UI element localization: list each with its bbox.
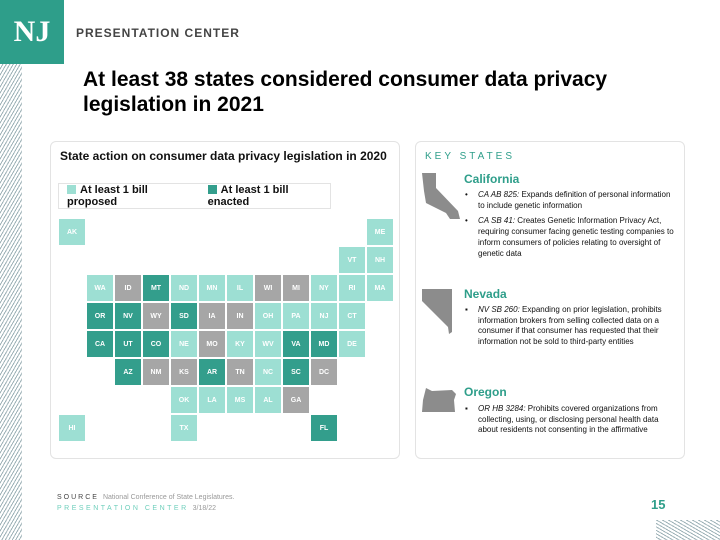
key-states-card: KEY STATES California CA AB 825: Expands… [415,141,685,459]
legend-item-enacted: At least 1 bill enacted [207,184,289,208]
tile-ok: OK [171,387,197,413]
oregon-shape-icon [422,388,456,412]
tile-mn: MN [199,275,225,301]
tile-mi: MI [283,275,309,301]
decorative-hatch [656,520,720,540]
map-card: State action on consumer data privacy le… [50,141,400,459]
tile-sc: SC [283,359,309,385]
tile-ma: MA [367,275,393,301]
tile-pa: PA [283,303,309,329]
tile-nj: NJ [311,303,337,329]
page-number: 15 [651,497,666,512]
legend-item-proposed: At least 1 bill proposed [67,184,148,208]
tile-ga: GA [283,387,309,413]
source-note: SOURCE National Conference of State Legis… [57,494,235,501]
tile-oh: OH [255,303,281,329]
tile-id: ID [115,275,141,301]
tile-tn: TN [227,359,253,385]
state-name-california: California [464,172,520,186]
bill-item: CA SB 41: Creates Genetic Information Pr… [464,216,679,259]
nevada-bills: NV SB 260: Expanding on prior legislatio… [464,305,679,353]
tile-ks: KS [171,359,197,385]
tile-ut: UT [115,331,141,357]
footer-brand: PRESENTATION CENTER 3/18/22 [57,505,216,512]
slide-title: At least 38 states considered consumer d… [83,68,608,116]
bill-item: NV SB 260: Expanding on prior legislatio… [464,305,679,348]
tile-me: ME [367,219,393,245]
tile-wa: WA [87,275,113,301]
brand-name: PRESENTATION CENTER [76,26,240,40]
tile-az: AZ [115,359,141,385]
tile-ne: NE [171,331,197,357]
chart-title: State action on consumer data privacy le… [60,149,387,163]
tile-ri: RI [339,275,365,301]
tile-nm: NM [143,359,169,385]
bill-item: CA AB 825: Expands definition of persona… [464,190,679,211]
state-name-oregon: Oregon [464,385,507,399]
tile-md: MD [311,331,337,357]
tile-ia: IA [199,303,225,329]
tile-co: CO [143,331,169,357]
legend-swatch [67,185,76,194]
tile-ca: CA [87,331,113,357]
tile-sd: SD [171,303,197,329]
tile-ar: AR [199,359,225,385]
legend: At least 1 bill proposed At least 1 bill… [58,183,331,209]
tile-wi: WI [255,275,281,301]
tile-il: IL [227,275,253,301]
tile-nc: NC [255,359,281,385]
tile-ky: KY [227,331,253,357]
tile-mo: MO [199,331,225,357]
state-name-nevada: Nevada [464,287,507,301]
key-states-heading: KEY STATES [425,151,516,162]
tile-wy: WY [143,303,169,329]
tile-ms: MS [227,387,253,413]
tile-la: LA [199,387,225,413]
decorative-hatch [0,64,22,540]
tile-fl: FL [311,415,337,441]
oregon-bills: OR HB 3284: Prohibits covered organizati… [464,404,679,441]
tile-in: IN [227,303,253,329]
tile-tx: TX [171,415,197,441]
tile-wv: WV [255,331,281,357]
tile-nv: NV [115,303,141,329]
tile-va: VA [283,331,309,357]
bill-item: OR HB 3284: Prohibits covered organizati… [464,404,679,436]
tile-vt: VT [339,247,365,273]
legend-swatch [207,185,217,194]
tile-de: DE [339,331,365,357]
nevada-shape-icon [422,289,452,334]
tile-nd: ND [171,275,197,301]
logo: NJ [0,0,64,64]
california-bills: CA AB 825: Expands definition of persona… [464,190,679,264]
tile-ct: CT [339,303,365,329]
tile-al: AL [255,387,281,413]
california-shape-icon [422,173,460,219]
tile-hi: HI [59,415,85,441]
tile-nh: NH [367,247,393,273]
tile-ak: AK [59,219,85,245]
tile-dc: DC [311,359,337,385]
tile-or: OR [87,303,113,329]
tile-ny: NY [311,275,337,301]
tile-mt: MT [143,275,169,301]
